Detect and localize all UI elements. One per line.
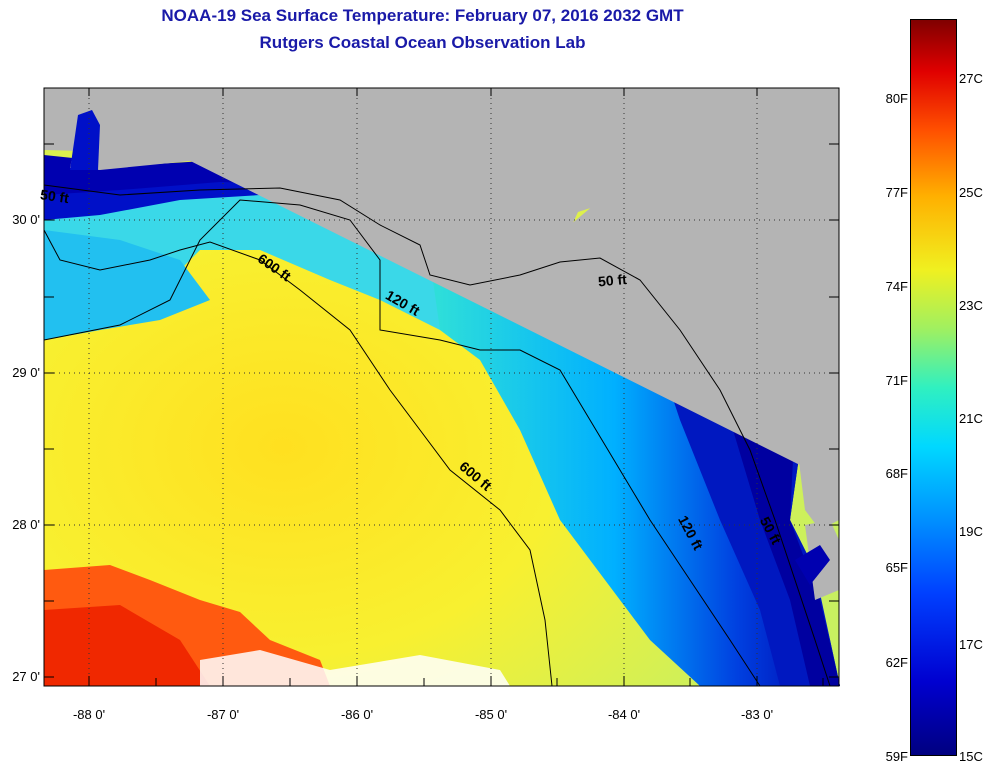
lat-label-27: 27 0': [12, 669, 40, 684]
map-subtitle: Rutgers Coastal Ocean Observation Lab: [259, 33, 586, 52]
colorbar-label-59f: 59F: [885, 749, 908, 764]
lat-label-28: 28 0': [12, 517, 40, 532]
lon-label-83: -83 0': [740, 707, 774, 722]
colorbar-label-27c: 27C: [959, 71, 983, 86]
colorbar-label-17c: 17C: [959, 637, 983, 652]
colorbar-label-71f: 71F: [885, 373, 908, 388]
contour-label-50ft-west: 50 ft: [39, 186, 70, 206]
lon-label-85: -85 0': [474, 707, 508, 722]
lat-label-30: 30 0': [12, 212, 40, 227]
lon-label-84: -84 0': [607, 707, 641, 722]
lon-label-87: -87 0': [206, 707, 240, 722]
lon-label-88: -88 0': [72, 707, 106, 722]
colorbar-label-23c: 23C: [959, 298, 983, 313]
colorbar-label-25c: 25C: [959, 185, 983, 200]
contour-120ft: [43, 199, 761, 687]
colorbar-label-21c: 21C: [959, 411, 983, 426]
contour-50ft: [43, 184, 831, 687]
temperature-colorbar: [910, 19, 957, 756]
axis-ticks: [44, 88, 839, 686]
contour-label-50ft-bigbend: 50 ft: [597, 271, 627, 289]
contour-600ft: [43, 229, 553, 687]
colorbar-label-68f: 68F: [885, 466, 908, 481]
colorbar-label-80f: 80F: [885, 91, 908, 106]
map-title: NOAA-19 Sea Surface Temperature: Februar…: [161, 6, 684, 25]
colorbar-label-74f: 74F: [885, 279, 908, 294]
map-frame: [43, 87, 840, 687]
bathymetry-contours: [43, 184, 831, 687]
lon-label-86: -86 0': [340, 707, 374, 722]
colorbar-label-77f: 77F: [885, 185, 908, 200]
lat-label-29: 29 0': [12, 365, 40, 380]
colorbar-label-19c: 19C: [959, 524, 983, 539]
colorbar-label-62f: 62F: [885, 655, 908, 670]
land: [44, 88, 839, 530]
colorbar-label-65f: 65F: [885, 560, 908, 575]
colorbar-label-15c: 15C: [959, 749, 983, 764]
